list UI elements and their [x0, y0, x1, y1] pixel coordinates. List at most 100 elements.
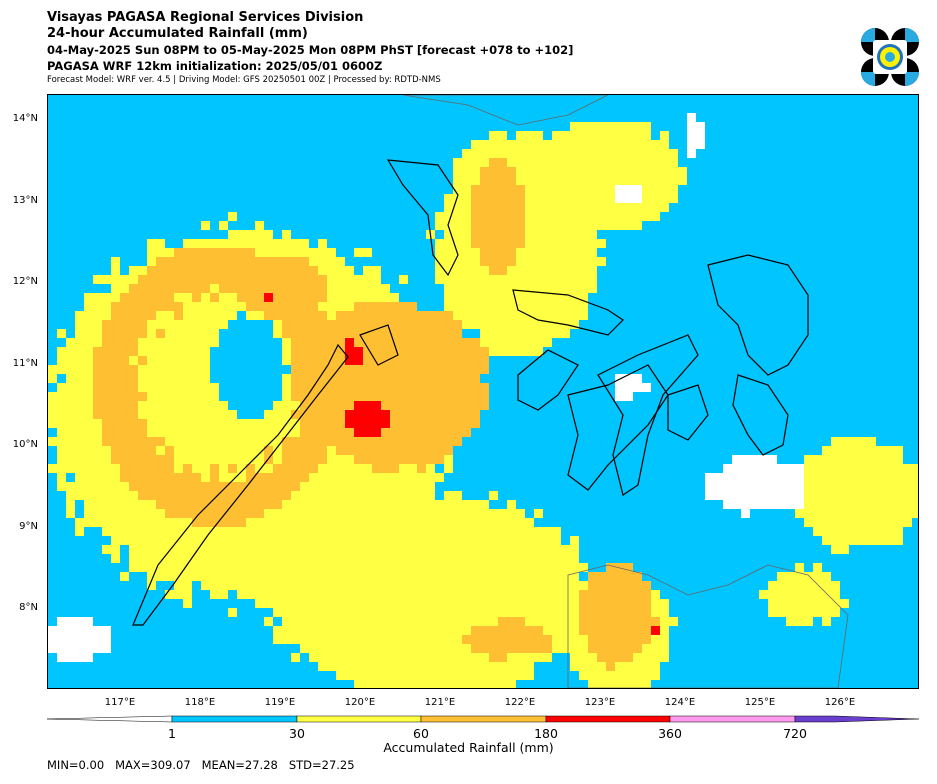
rainfall-cell — [111, 347, 120, 356]
rainfall-cell — [471, 239, 480, 248]
rainfall-cell — [498, 581, 507, 590]
rainfall-cell — [84, 500, 93, 509]
rainfall-cell — [615, 158, 624, 167]
rainfall-cell — [138, 500, 147, 509]
rainfall-cell — [309, 518, 318, 527]
rainfall-cell — [201, 545, 210, 554]
rainfall-cell — [471, 680, 480, 688]
rainfall-cell — [408, 419, 417, 428]
rainfall-cell — [633, 374, 642, 383]
rainfall-cell — [534, 635, 543, 644]
rainfall-cell — [624, 635, 633, 644]
rainfall-cell — [345, 401, 354, 410]
rainfall-cell — [291, 437, 300, 446]
rainfall-cell — [795, 464, 804, 473]
rainfall-cell — [309, 626, 318, 635]
rainfall-cell — [552, 248, 561, 257]
rainfall-cell — [606, 563, 615, 572]
rainfall-cell — [363, 347, 372, 356]
rainfall-cell — [597, 680, 606, 688]
rainfall-cell — [399, 599, 408, 608]
rainfall-cell — [345, 473, 354, 482]
rainfall-cell — [543, 194, 552, 203]
rainfall-cell — [138, 437, 147, 446]
rainfall-cell — [543, 230, 552, 239]
rainfall-cell — [489, 599, 498, 608]
rainfall-cell — [345, 572, 354, 581]
rainfall-cell — [192, 500, 201, 509]
rainfall-cell — [867, 455, 876, 464]
rainfall-cell — [543, 167, 552, 176]
rainfall-cell — [84, 374, 93, 383]
rainfall-cell — [309, 617, 318, 626]
rainfall-cell — [372, 599, 381, 608]
rainfall-cell — [120, 473, 129, 482]
rainfall-cell — [318, 266, 327, 275]
rainfall-cell — [291, 464, 300, 473]
rainfall-cell — [165, 257, 174, 266]
rainfall-cell — [588, 599, 597, 608]
rainfall-cell — [354, 653, 363, 662]
rainfall-cell — [453, 626, 462, 635]
rainfall-cell — [165, 410, 174, 419]
rainfall-cell — [219, 536, 228, 545]
rainfall-cell — [417, 455, 426, 464]
rainfall-cell — [363, 356, 372, 365]
rainfall-cell — [822, 617, 831, 626]
rainfall-cell — [327, 473, 336, 482]
rainfall-cell — [534, 626, 543, 635]
rainfall-cell — [822, 581, 831, 590]
rainfall-cell — [372, 365, 381, 374]
rainfall-cell — [489, 572, 498, 581]
rainfall-cell — [129, 545, 138, 554]
rainfall-cell — [165, 437, 174, 446]
rainfall-cell — [84, 455, 93, 464]
rainfall-cell — [399, 518, 408, 527]
rainfall-cell — [417, 680, 426, 688]
rainfall-cell — [570, 545, 579, 554]
rainfall-cell — [525, 158, 534, 167]
rainfall-cell — [336, 599, 345, 608]
rainfall-cell — [570, 284, 579, 293]
rainfall-cell — [309, 320, 318, 329]
rainfall-cell — [489, 626, 498, 635]
rainfall-cell — [570, 599, 579, 608]
rainfall-cell — [219, 293, 228, 302]
rainfall-cell — [291, 617, 300, 626]
rainfall-cell — [759, 482, 768, 491]
rainfall-cell — [138, 275, 147, 284]
lon-tick-label: 123°E — [584, 697, 616, 708]
rainfall-cell — [363, 401, 372, 410]
rainfall-cell — [552, 185, 561, 194]
rainfall-cell — [129, 419, 138, 428]
rainfall-cell — [642, 653, 651, 662]
rainfall-cell — [777, 500, 786, 509]
rainfall-cell — [354, 410, 363, 419]
rainfall-cell — [48, 401, 57, 410]
rainfall-cell — [732, 482, 741, 491]
rainfall-cell — [372, 275, 381, 284]
rainfall-cell — [264, 536, 273, 545]
rainfall-cell — [507, 266, 516, 275]
rainfall-cell — [273, 554, 282, 563]
rainfall-cell — [246, 455, 255, 464]
rainfall-cell — [624, 158, 633, 167]
lon-tick-label: 120°E — [344, 697, 376, 708]
rainfall-cell — [804, 518, 813, 527]
rainfall-cell — [291, 626, 300, 635]
rainfall-cell — [516, 338, 525, 347]
rainfall-cell — [399, 500, 408, 509]
rainfall-cell — [147, 293, 156, 302]
rainfall-cell — [507, 248, 516, 257]
rainfall-cell — [849, 527, 858, 536]
rainfall-cell — [309, 311, 318, 320]
rainfall-cell — [687, 113, 696, 122]
rainfall-cell — [336, 590, 345, 599]
rainfall-cell — [408, 671, 417, 680]
rainfall-cell — [93, 293, 102, 302]
lat-tick-label: 10°N — [12, 439, 38, 450]
rainfall-cell — [867, 464, 876, 473]
rainfall-cell — [849, 455, 858, 464]
rainfall-cell — [210, 410, 219, 419]
rainfall-cell — [183, 347, 192, 356]
